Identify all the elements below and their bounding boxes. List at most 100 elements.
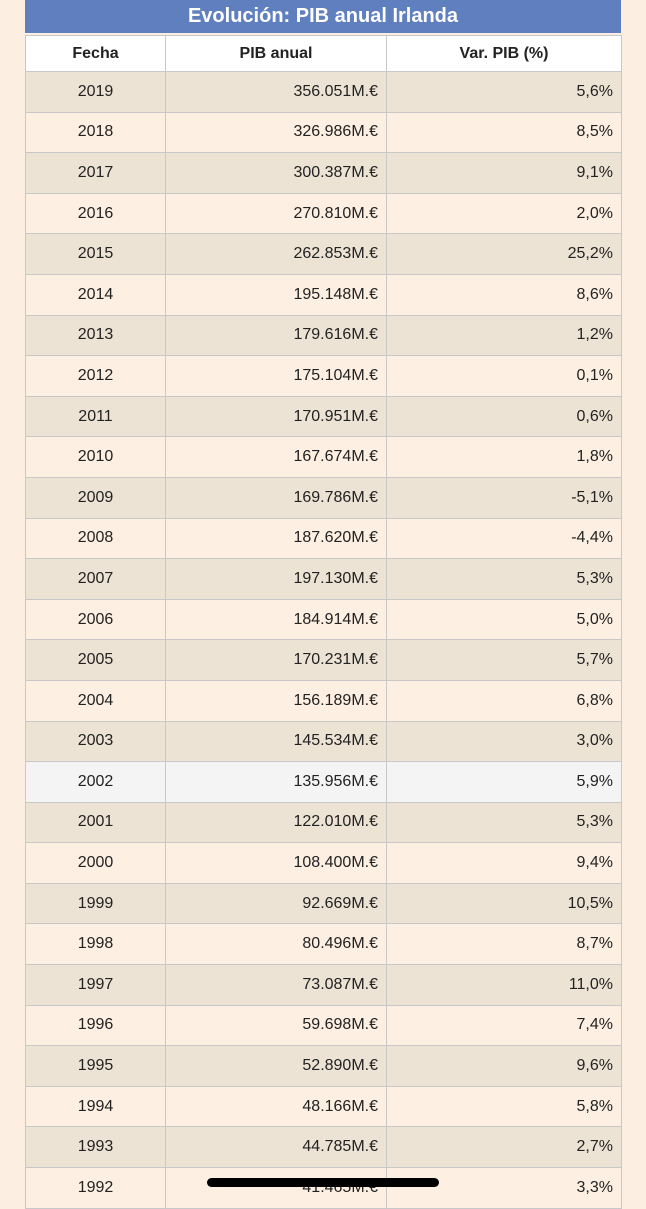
table-row[interactable]: 1994 48.166M.€ 5,8% xyxy=(25,1085,622,1128)
var-pib-cell: 25,2% xyxy=(386,233,622,275)
table-row[interactable]: 2017 300.387M.€ 9,1% xyxy=(25,152,622,194)
table-row[interactable]: 2004 156.189M.€ 6,8% xyxy=(25,679,622,722)
pib-cell: 48.166M.€ xyxy=(165,1085,387,1128)
var-pib-cell: 10,5% xyxy=(386,882,622,925)
pib-cell: 122.010M.€ xyxy=(165,801,387,844)
var-pib-cell: 1,8% xyxy=(386,436,622,478)
var-pib-cell: -5,1% xyxy=(386,476,622,519)
year-cell: 2015 xyxy=(25,233,166,275)
var-pib-cell: 3,0% xyxy=(386,720,622,763)
table-row[interactable]: 1992 41.465M.€ 3,3% xyxy=(25,1167,622,1209)
year-cell: 1998 xyxy=(25,923,166,966)
year-cell: 2014 xyxy=(25,273,166,316)
pib-cell: 41.465M.€ xyxy=(165,1167,387,1209)
year-cell: 2004 xyxy=(25,679,166,722)
table-row[interactable]: 2014 195.148M.€ 8,6% xyxy=(25,273,622,316)
var-pib-cell: 11,0% xyxy=(386,964,622,1006)
year-cell: 1993 xyxy=(25,1126,166,1169)
var-pib-cell: 3,3% xyxy=(386,1167,622,1209)
year-cell: 2013 xyxy=(25,314,166,357)
pib-cell: 179.616M.€ xyxy=(165,314,387,357)
year-cell: 1999 xyxy=(25,882,166,925)
gdp-table: Fecha PIB anual Var. PIB (%) 2019 356.051… xyxy=(25,35,622,1209)
var-pib-cell: 5,9% xyxy=(386,761,622,803)
var-pib-cell: 8,5% xyxy=(386,111,622,154)
table-row[interactable]: 2001 122.010M.€ 5,3% xyxy=(25,801,622,844)
table-row[interactable]: 1993 44.785M.€ 2,7% xyxy=(25,1126,622,1169)
year-cell: 2008 xyxy=(25,517,166,560)
table-row[interactable]: 2011 170.951M.€ 0,6% xyxy=(25,395,622,438)
var-pib-cell: -4,4% xyxy=(386,517,622,560)
table-title: Evolución: PIB anual Irlanda xyxy=(25,0,621,33)
pib-cell: 145.534M.€ xyxy=(165,720,387,763)
pib-cell: 80.496M.€ xyxy=(165,923,387,966)
table-row[interactable]: 2006 184.914M.€ 5,0% xyxy=(25,598,622,641)
table-row[interactable]: 1998 80.496M.€ 8,7% xyxy=(25,923,622,966)
column-header-fecha[interactable]: Fecha xyxy=(25,35,166,72)
table-row[interactable]: 2018 326.986M.€ 8,5% xyxy=(25,111,622,154)
table-row[interactable]: 2008 187.620M.€ -4,4% xyxy=(25,517,622,560)
table-row[interactable]: 2013 179.616M.€ 1,2% xyxy=(25,314,622,357)
var-pib-cell: 5,8% xyxy=(386,1085,622,1128)
var-pib-cell: 5,3% xyxy=(386,558,622,600)
table-row[interactable]: 2003 145.534M.€ 3,0% xyxy=(25,720,622,763)
pib-cell: 175.104M.€ xyxy=(165,355,387,397)
year-cell: 2001 xyxy=(25,801,166,844)
var-pib-cell: 1,2% xyxy=(386,314,622,357)
year-cell: 2006 xyxy=(25,598,166,641)
table-row[interactable]: 2000 108.400M.€ 9,4% xyxy=(25,842,622,884)
year-cell: 2011 xyxy=(25,395,166,438)
pib-cell: 356.051M.€ xyxy=(165,71,387,113)
year-cell: 1996 xyxy=(25,1004,166,1047)
table-row[interactable]: 2009 169.786M.€ -5,1% xyxy=(25,476,622,519)
table-body: 2019 356.051M.€ 5,6% 2018 326.986M.€ 8,5% 2017… xyxy=(25,71,622,1209)
gdp-table-container[interactable]: Fecha PIB anual Var. PIB (%) 2019 356.051… xyxy=(25,35,622,1209)
year-cell: 2016 xyxy=(25,192,166,235)
pib-cell: 184.914M.€ xyxy=(165,598,387,641)
table-row[interactable]: 1999 92.669M.€ 10,5% xyxy=(25,882,622,925)
table-row[interactable]: 2007 197.130M.€ 5,3% xyxy=(25,558,622,600)
column-header-pib[interactable]: PIB anual xyxy=(165,35,387,72)
table-row[interactable]: 2012 175.104M.€ 0,1% xyxy=(25,355,622,397)
table-header-row: Fecha PIB anual Var. PIB (%) xyxy=(25,35,622,72)
table-row[interactable]: 2019 356.051M.€ 5,6% xyxy=(25,71,622,113)
pib-cell: 170.231M.€ xyxy=(165,639,387,681)
var-pib-cell: 8,7% xyxy=(386,923,622,966)
year-cell: 2002 xyxy=(25,761,166,803)
table-row[interactable]: 2015 262.853M.€ 25,2% xyxy=(25,233,622,275)
table-row[interactable]: 2016 270.810M.€ 2,0% xyxy=(25,192,622,235)
table-row[interactable]: 1996 59.698M.€ 7,4% xyxy=(25,1004,622,1047)
pib-cell: 92.669M.€ xyxy=(165,882,387,925)
var-pib-cell: 5,3% xyxy=(386,801,622,844)
pib-cell: 197.130M.€ xyxy=(165,558,387,600)
table-row[interactable]: 2005 170.231M.€ 5,7% xyxy=(25,639,622,681)
var-pib-cell: 9,1% xyxy=(386,152,622,194)
year-cell: 2000 xyxy=(25,842,166,884)
table-row[interactable]: 1995 52.890M.€ 9,6% xyxy=(25,1045,622,1087)
var-pib-cell: 8,6% xyxy=(386,273,622,316)
pib-cell: 44.785M.€ xyxy=(165,1126,387,1169)
pib-cell: 73.087M.€ xyxy=(165,964,387,1006)
year-cell: 2017 xyxy=(25,152,166,194)
pib-cell: 156.189M.€ xyxy=(165,679,387,722)
var-pib-cell: 7,4% xyxy=(386,1004,622,1047)
year-cell: 1992 xyxy=(25,1167,166,1209)
pib-cell: 52.890M.€ xyxy=(165,1045,387,1087)
year-cell: 2010 xyxy=(25,436,166,478)
year-cell: 2012 xyxy=(25,355,166,397)
var-pib-cell: 2,0% xyxy=(386,192,622,235)
var-pib-cell: 6,8% xyxy=(386,679,622,722)
table-row[interactable]: 1997 73.087M.€ 11,0% xyxy=(25,964,622,1006)
year-cell: 1995 xyxy=(25,1045,166,1087)
table-row[interactable]: 2010 167.674M.€ 1,8% xyxy=(25,436,622,478)
year-cell: 2007 xyxy=(25,558,166,600)
pib-cell: 326.986M.€ xyxy=(165,111,387,154)
var-pib-cell: 9,6% xyxy=(386,1045,622,1087)
pib-cell: 108.400M.€ xyxy=(165,842,387,884)
table-row[interactable]: 2002 135.956M.€ 5,9% xyxy=(25,761,622,803)
pib-cell: 270.810M.€ xyxy=(165,192,387,235)
pib-cell: 262.853M.€ xyxy=(165,233,387,275)
home-indicator[interactable] xyxy=(207,1178,439,1187)
column-header-var[interactable]: Var. PIB (%) xyxy=(386,35,622,72)
year-cell: 2019 xyxy=(25,71,166,113)
